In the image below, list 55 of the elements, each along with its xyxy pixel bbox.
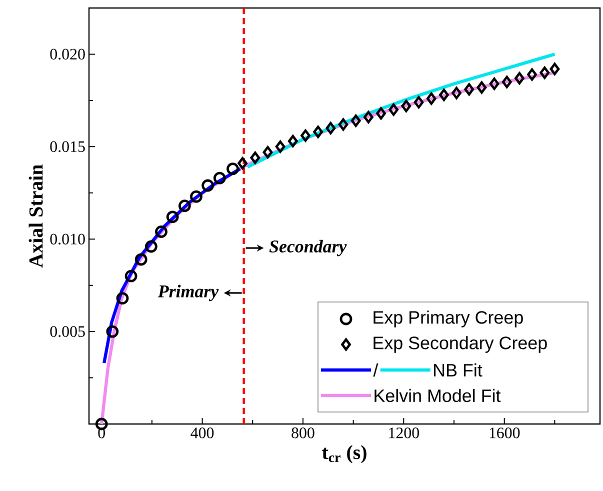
y-tick-label: 0.005 bbox=[50, 326, 85, 337]
point bbox=[106, 325, 119, 338]
point bbox=[250, 152, 260, 164]
point bbox=[502, 76, 512, 88]
y-tick-label: 0.015 bbox=[50, 141, 85, 152]
point bbox=[178, 200, 191, 212]
legend-label: Kelvin Model Fit bbox=[374, 388, 501, 402]
point bbox=[288, 134, 298, 148]
point bbox=[527, 68, 537, 81]
legend-label: / bbox=[373, 363, 378, 377]
point bbox=[464, 83, 474, 96]
point bbox=[376, 107, 386, 120]
legend-label: NB Fit bbox=[434, 363, 482, 377]
point bbox=[124, 270, 138, 282]
x-tick-label: 400 bbox=[190, 428, 214, 438]
point bbox=[550, 62, 560, 76]
point bbox=[313, 126, 324, 138]
point bbox=[300, 129, 310, 142]
point bbox=[438, 88, 449, 102]
y-axis-title: Axial Strain bbox=[28, 164, 43, 268]
point bbox=[116, 292, 129, 304]
x-axis-title: t$_{cr}$ (s) bbox=[322, 445, 366, 464]
point bbox=[213, 172, 226, 184]
point bbox=[262, 146, 273, 158]
point bbox=[190, 190, 202, 203]
annotation: Primary bbox=[158, 284, 219, 302]
point bbox=[426, 92, 436, 105]
legend-label: Exp Primary Creep bbox=[374, 310, 523, 328]
point bbox=[540, 66, 550, 79]
point bbox=[134, 253, 148, 266]
point bbox=[388, 103, 399, 116]
x-tick-label: 1200 bbox=[389, 428, 419, 438]
point bbox=[350, 114, 361, 127]
point bbox=[202, 179, 214, 192]
point bbox=[476, 81, 487, 94]
point bbox=[401, 100, 412, 112]
point bbox=[338, 118, 348, 131]
point bbox=[166, 210, 179, 224]
point bbox=[452, 86, 462, 100]
point bbox=[275, 140, 286, 153]
point bbox=[326, 122, 336, 134]
point bbox=[489, 78, 500, 90]
point bbox=[144, 240, 158, 253]
y-tick-label: 0.010 bbox=[50, 234, 85, 245]
point bbox=[238, 157, 248, 170]
annotation: Secondary bbox=[269, 240, 347, 256]
x-tick-label: 1600 bbox=[490, 428, 520, 438]
x-tick-label: 800 bbox=[292, 428, 314, 438]
point bbox=[226, 162, 239, 176]
y-tick-label: 0.020 bbox=[50, 48, 85, 60]
point bbox=[155, 226, 168, 238]
point bbox=[414, 96, 424, 108]
legend-label: Exp Secondary Creep bbox=[374, 336, 547, 353]
point bbox=[514, 72, 524, 84]
point bbox=[363, 110, 374, 124]
